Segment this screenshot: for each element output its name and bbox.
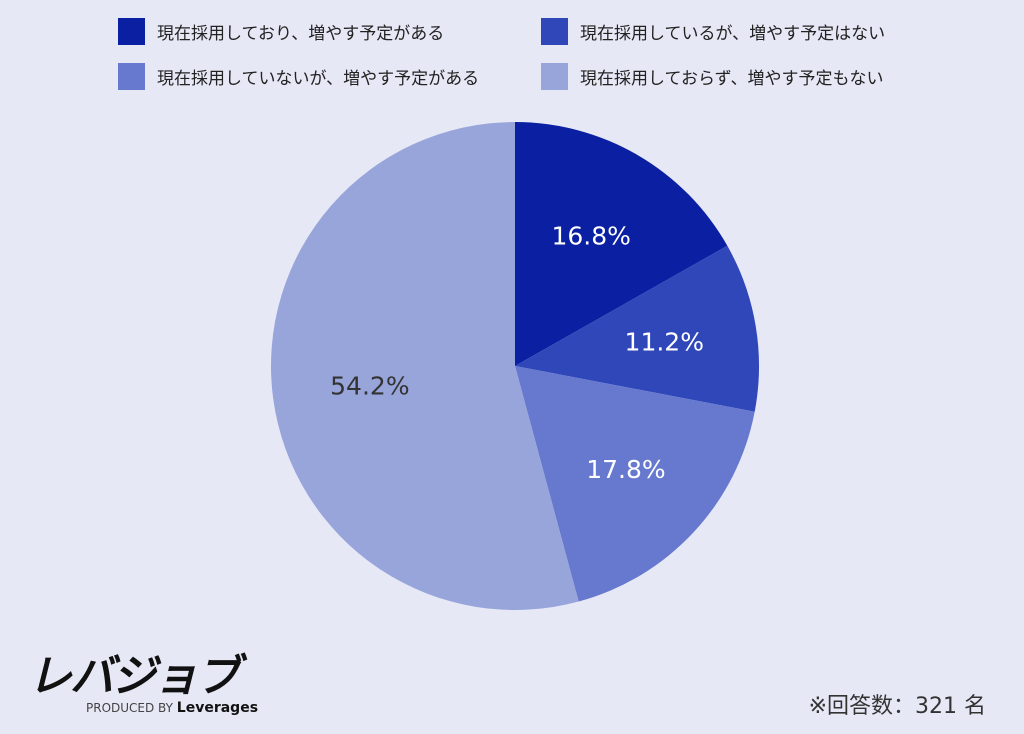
legend-swatch [118,18,145,45]
logo-tagline-prefix: PRODUCED BY [86,701,173,715]
legend-item: 現在採用しておらず、増やす予定もない [541,63,883,90]
legend-item: 現在採用していないが、増やす予定がある [118,63,479,90]
legend-label: 現在採用しておらず、増やす予定もない [580,69,884,89]
logo-wordmark: レバジョブ [28,651,240,702]
logo-tagline: PRODUCED BY Leverages [86,700,258,716]
logo-brand: Leverages [176,700,259,716]
slice-label: 54.2% [330,371,409,400]
slice-label: 11.2% [625,327,704,356]
legend-label: 現在採用していないが、増やす予定がある [157,69,480,89]
legend-label: 現在採用しており、増やす予定がある [157,24,445,44]
legend-item: 現在採用しているが、増やす予定はない [541,18,885,45]
pie-slice [270,122,579,610]
pie-slice [515,122,728,366]
pie-slice [515,366,755,602]
slice-label: 16.8% [551,221,630,250]
legend-swatch [541,63,568,90]
pie-slice [515,245,759,412]
slice-label: 17.8% [586,455,665,484]
respondent-count-note: ※回答数：321 名 [808,694,986,719]
legend-swatch [541,18,568,45]
logo: レバジョブ PRODUCED BY Leverages [28,640,258,716]
legend-item: 現在採用しており、増やす予定がある [118,18,444,45]
legend-label: 現在採用しているが、増やす予定はない [580,24,886,44]
legend-swatch [118,63,145,90]
